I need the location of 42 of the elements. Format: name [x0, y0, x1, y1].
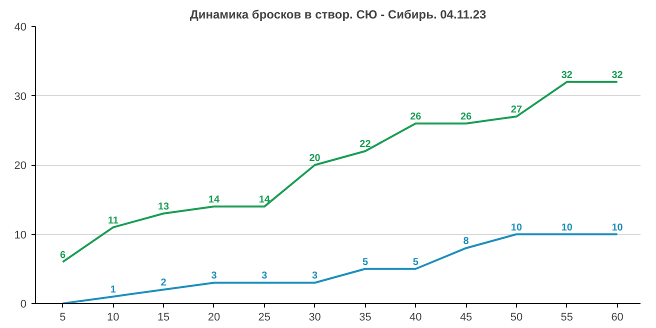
- data-label: 6: [60, 250, 66, 261]
- data-label: 27: [510, 104, 522, 116]
- data-label: 10: [561, 222, 573, 234]
- data-label: 1: [110, 284, 116, 296]
- data-label: 13: [158, 201, 170, 212]
- y-tick-label: 0: [20, 298, 27, 310]
- data-label: 14: [258, 194, 270, 206]
- x-tick-label: 10: [107, 312, 120, 324]
- y-tick-label: 30: [14, 90, 27, 103]
- data-label: 20: [309, 153, 321, 164]
- x-tick-label: 5: [60, 312, 66, 324]
- data-label: 11: [108, 215, 119, 226]
- data-label: 2: [160, 278, 167, 289]
- data-label: 14: [208, 194, 220, 206]
- data-label: 3: [262, 270, 268, 282]
- data-label: 5: [362, 256, 368, 268]
- data-label: 10: [612, 222, 624, 234]
- x-tick-label: 55: [560, 312, 574, 324]
- x-tick-label: 35: [359, 312, 372, 324]
- data-label: 32: [612, 70, 624, 81]
- x-tick-label: 30: [308, 312, 321, 324]
- data-label: 32: [561, 70, 573, 81]
- chart-title: Динамика бросков в створ. СЮ - Сибирь. 04.11.23: [190, 8, 487, 22]
- data-label: 3: [312, 270, 318, 282]
- y-tick-label: 40: [14, 22, 27, 34]
- data-label: 8: [463, 236, 470, 248]
- data-label: 26: [460, 111, 472, 122]
- x-tick-label: 25: [258, 312, 271, 324]
- x-tick-label: 40: [410, 312, 422, 324]
- x-tick-label: 50: [510, 312, 523, 324]
- x-tick-label: 60: [611, 312, 624, 324]
- y-tick-label: 10: [14, 229, 27, 242]
- x-tick-label: 15: [157, 312, 170, 324]
- y-tick-label: 20: [14, 160, 27, 172]
- data-label: 3: [211, 270, 218, 282]
- data-label: 10: [510, 222, 522, 234]
- x-tick-label: 20: [208, 312, 220, 324]
- x-tick-label: 45: [460, 312, 472, 324]
- line-series: [62, 233, 618, 304]
- data-label: 22: [360, 139, 372, 150]
- data-label: 26: [410, 111, 422, 122]
- data-label: 5: [412, 256, 419, 268]
